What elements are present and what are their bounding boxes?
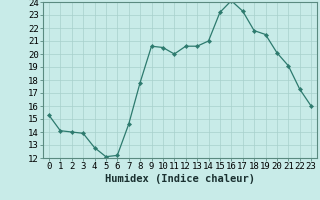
X-axis label: Humidex (Indice chaleur): Humidex (Indice chaleur)	[105, 174, 255, 184]
